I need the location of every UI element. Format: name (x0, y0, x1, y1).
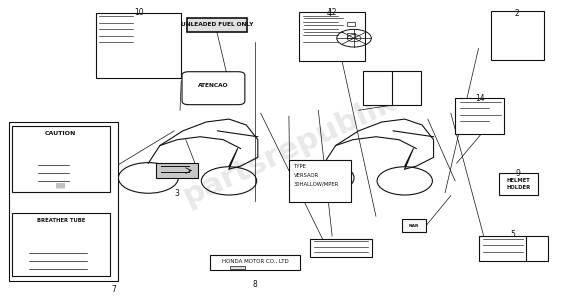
Text: UNLEADED FUEL ONLY: UNLEADED FUEL ONLY (181, 22, 253, 27)
Text: 30HALLOW/MPER: 30HALLOW/MPER (294, 181, 339, 187)
Text: ATENCAO: ATENCAO (198, 83, 229, 88)
Bar (210, 255, 299, 270)
FancyBboxPatch shape (182, 72, 245, 105)
Bar (96, 13, 181, 78)
Bar (186, 18, 247, 32)
Text: 2: 2 (515, 9, 519, 18)
Text: HELMET
HOLDER: HELMET HOLDER (506, 178, 530, 190)
Text: 9: 9 (516, 169, 521, 178)
Bar (363, 71, 421, 105)
Bar (300, 13, 357, 46)
Text: 14: 14 (475, 94, 485, 103)
Bar (12, 212, 109, 276)
Text: 7: 7 (111, 285, 116, 294)
Bar (12, 126, 109, 192)
Bar (230, 266, 245, 269)
Bar (299, 13, 365, 61)
Text: partsrepublik: partsrepublik (178, 86, 401, 211)
Bar (402, 219, 426, 232)
Bar (347, 33, 355, 38)
Bar (499, 173, 538, 195)
Bar (9, 122, 118, 281)
Bar (347, 22, 355, 26)
Bar (310, 239, 372, 257)
Text: CAUTION: CAUTION (45, 131, 76, 136)
Text: BREATHER TUBE: BREATHER TUBE (36, 218, 85, 223)
Bar (156, 163, 198, 178)
Bar (490, 11, 544, 60)
Text: 5: 5 (511, 230, 515, 239)
Bar (478, 236, 548, 261)
Text: 12: 12 (327, 8, 337, 17)
Text: 3: 3 (175, 189, 179, 198)
Text: TYPE: TYPE (294, 164, 306, 169)
Text: 4: 4 (326, 9, 331, 18)
Text: NAR: NAR (409, 224, 419, 228)
Bar (289, 159, 351, 202)
Text: 10: 10 (134, 8, 144, 17)
Text: |||||: ||||| (56, 182, 66, 187)
Text: HONDA MOTOR CO., LTD: HONDA MOTOR CO., LTD (222, 259, 288, 264)
Text: VERSAOR: VERSAOR (294, 173, 318, 178)
Bar (455, 99, 504, 134)
Text: 8: 8 (252, 280, 257, 289)
